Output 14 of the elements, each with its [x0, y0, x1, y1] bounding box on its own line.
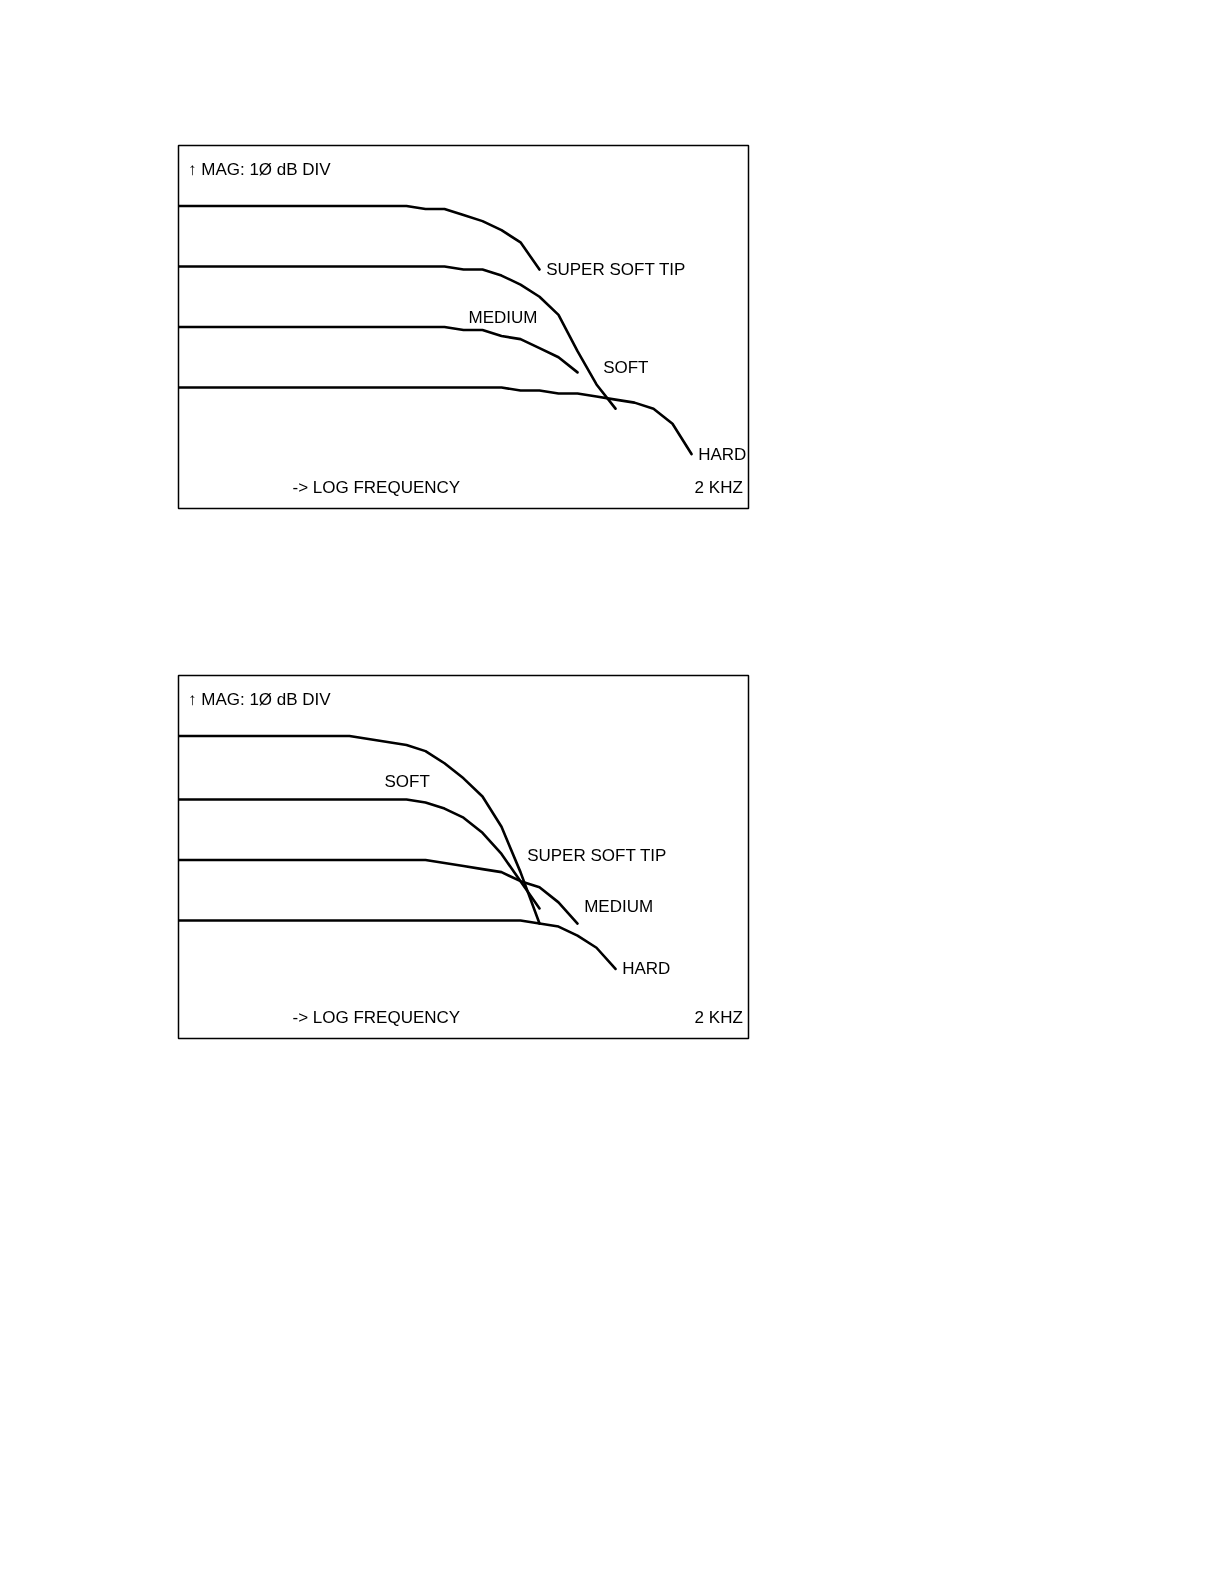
series-label: SOFT [603, 358, 649, 378]
text: ↑ MAG: 1Ø dB DIV [188, 160, 332, 180]
annotation: 2 KHZ [694, 1007, 743, 1027]
series-label: SUPER SOFT TIP [527, 845, 667, 865]
annotation: -> LOG FREQUENCY [292, 1007, 461, 1027]
series-label: SOFT [384, 771, 430, 791]
series-label: SUPER SOFT TIP [546, 260, 686, 280]
series-label: HARD [622, 959, 671, 979]
series-label: MEDIUM [468, 308, 538, 328]
series-label: MEDIUM [584, 897, 654, 917]
annotation: 2 KHZ [694, 477, 743, 497]
text: ↑ MAG: 1Ø dB DIV [188, 690, 332, 710]
series-label: HARD [698, 444, 747, 464]
annotation: -> LOG FREQUENCY [292, 477, 461, 497]
